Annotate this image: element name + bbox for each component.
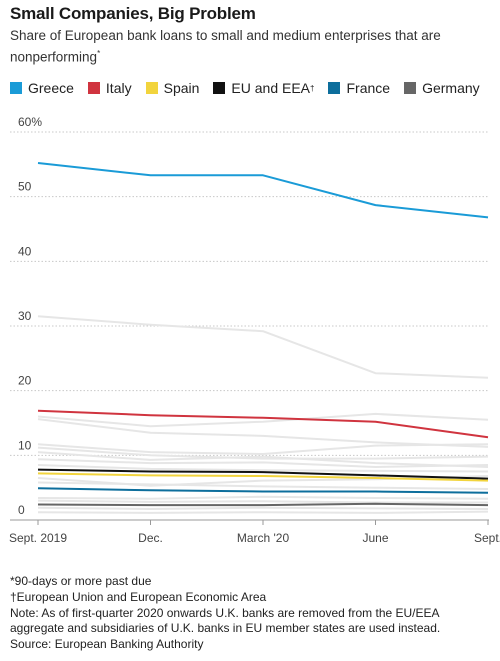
subtitle-footnote-marker: * (97, 49, 101, 58)
legend-label: Spain (163, 80, 200, 96)
background-series-line (37, 458, 489, 468)
footnote-dagger: †European Union and European Economic Ar… (10, 589, 267, 604)
chart-notes: *90-days or more past due †European Unio… (10, 574, 495, 653)
legend-swatch (10, 82, 22, 94)
background-series-line (37, 451, 489, 468)
background-series-line (37, 481, 489, 490)
legend-item-germany: Germany (404, 80, 480, 96)
legend-marker: † (310, 83, 315, 93)
background-series-line (37, 315, 489, 379)
legend-swatch (213, 82, 226, 94)
background-series-line (37, 510, 489, 514)
legend-item-spain: Spain (145, 80, 200, 96)
y-tick-label: 0 (18, 503, 25, 517)
background-series-line (37, 443, 489, 455)
subtitle-text: Share of European bank loans to small an… (10, 28, 441, 65)
legend-item-italy: Italy (87, 80, 132, 96)
x-tick-label: Sept. (474, 531, 500, 545)
legend-item-france: France (328, 80, 390, 96)
background-series-line (37, 418, 489, 448)
background-series-line (37, 495, 489, 500)
legend-label: Germany (422, 80, 480, 96)
legend-item-eu-and-eea: EU and EEA † (213, 80, 314, 96)
background-series-line (37, 446, 489, 460)
line-chart: 0 10 20 30 40 50 60% Sept. 2019 Dec. March '20 Jun… (9, 115, 500, 545)
x-tick-label: June (362, 531, 388, 545)
y-tick-label: 60% (18, 115, 42, 129)
legend-label: Greece (28, 80, 74, 96)
y-tick-label: 30 (18, 309, 32, 323)
legend-swatch (328, 82, 341, 94)
y-tick-label: 50 (18, 180, 32, 194)
legend-swatch (404, 82, 417, 94)
x-tick-label: March '20 (237, 531, 290, 545)
x-tick-label: Sept. 2019 (9, 531, 67, 545)
series-line-spain (37, 472, 489, 482)
y-tick-label: 10 (18, 438, 32, 452)
chart-legend: Greece Italy Spain EU and EEA † France Germany (10, 80, 490, 96)
series-line-greece (37, 162, 489, 219)
legend-swatch (87, 82, 100, 94)
legend-label: Italy (105, 80, 132, 96)
y-tick-label: 40 (18, 244, 32, 258)
chart-subtitle: Share of European bank loans to small an… (10, 27, 480, 67)
chart-title: Small Companies, Big Problem (10, 4, 256, 23)
series-line-eu-and-eea (37, 468, 489, 480)
x-tick-label: Dec. (138, 531, 163, 545)
footnote-star: *90-days or more past due (10, 574, 152, 588)
series-line-germany (37, 502, 489, 507)
chart-note: Note: As of first-quarter 2020 onwards U… (10, 605, 441, 636)
background-series-line (37, 506, 489, 510)
y-tick-label: 20 (18, 374, 32, 388)
background-series-line (37, 464, 489, 473)
background-series-line (37, 499, 488, 504)
series-line-italy (37, 409, 489, 439)
legend-label: France (346, 80, 391, 96)
legend-swatch (145, 82, 158, 94)
background-series-line (37, 412, 489, 428)
chart-source: Source: European Banking Authority (10, 637, 204, 652)
series-line-france (37, 487, 489, 494)
legend-item-greece: Greece (10, 80, 74, 96)
legend-label: EU and EEA (231, 80, 311, 96)
